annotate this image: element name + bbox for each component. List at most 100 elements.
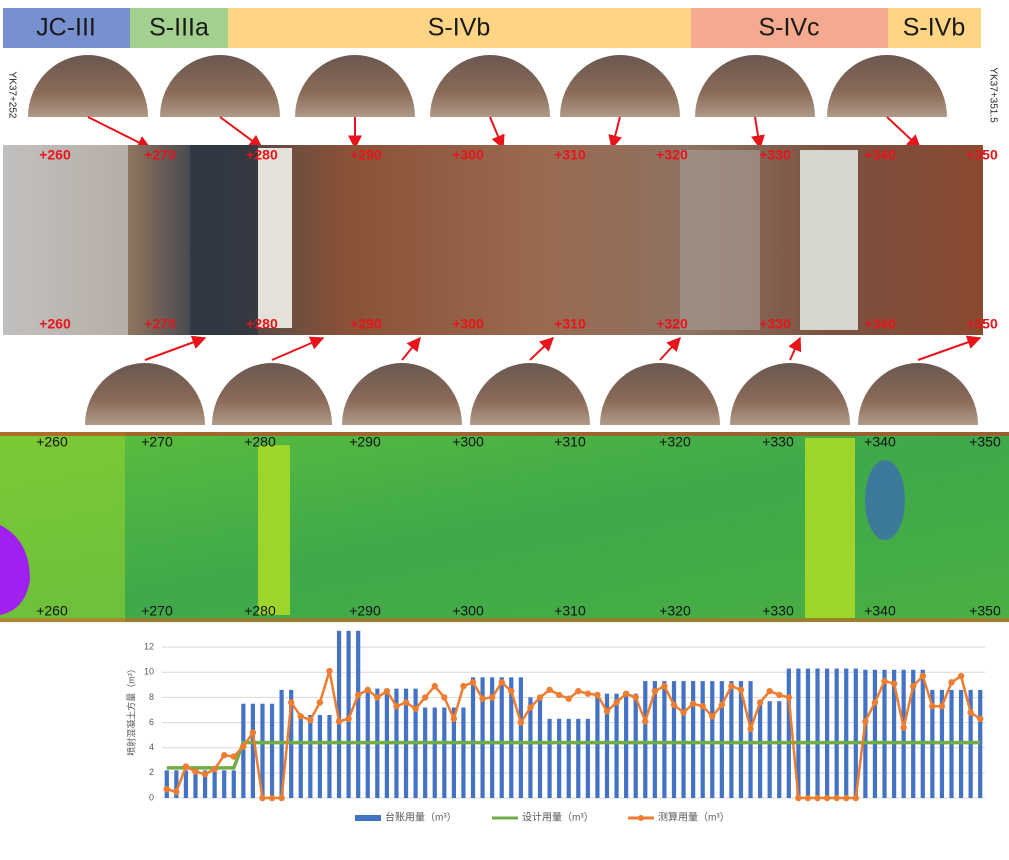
point (221, 752, 228, 759)
face-photo (85, 363, 205, 425)
station-label: +340 (864, 316, 896, 332)
point (498, 679, 505, 686)
point (890, 680, 898, 687)
arrow (271, 336, 325, 361)
station-label: +260 (36, 603, 68, 619)
station-label: +280 (246, 147, 278, 163)
station-label: +330 (762, 434, 794, 450)
point (622, 690, 630, 697)
bar (566, 718, 571, 798)
bar (537, 697, 543, 798)
point (843, 794, 850, 802)
bar (585, 718, 590, 798)
point (249, 729, 257, 736)
bar (710, 681, 715, 798)
point (393, 703, 400, 710)
point (402, 699, 410, 706)
point (594, 691, 601, 699)
y-tick-label: 6 (149, 717, 154, 727)
station-label: +320 (656, 147, 688, 163)
point (546, 686, 553, 694)
bar (786, 668, 791, 798)
point (632, 694, 639, 701)
y-tick-label: 0 (149, 792, 154, 802)
point (278, 794, 285, 802)
bar (490, 677, 495, 798)
point (852, 794, 860, 802)
point (795, 794, 802, 802)
rock-class: S-IIIa (149, 14, 209, 42)
point (804, 794, 812, 802)
y-axis-label: 喷射混凝土方量（m³） (125, 664, 136, 756)
bar (518, 677, 523, 798)
point (766, 687, 773, 695)
point (374, 694, 381, 701)
face-photo (430, 55, 550, 117)
point (814, 794, 821, 802)
point (211, 765, 218, 773)
point (163, 786, 170, 793)
band-segment (228, 8, 691, 48)
bar (805, 668, 811, 798)
legend-label: 设计用量（m³） (522, 811, 594, 824)
point (575, 687, 582, 695)
point (642, 718, 649, 725)
bar (164, 770, 169, 798)
point (201, 770, 209, 778)
band-segment (691, 8, 888, 48)
point (919, 672, 926, 680)
point (479, 695, 486, 702)
bar (576, 718, 581, 798)
panorama-patch (190, 145, 258, 335)
point (785, 694, 793, 701)
point (651, 687, 659, 695)
bar (901, 669, 906, 798)
point (565, 695, 572, 702)
arrow (401, 336, 421, 361)
bar (920, 669, 925, 798)
face-photo (695, 55, 815, 117)
point (584, 690, 592, 697)
point (862, 718, 869, 725)
point (718, 701, 726, 709)
station-label: +310 (554, 147, 586, 163)
point (910, 682, 917, 690)
face-photo (560, 55, 680, 117)
point (307, 716, 314, 724)
legend-label: 测算用量（m³） (658, 811, 730, 824)
station-label: +310 (554, 434, 586, 450)
bar (853, 668, 858, 798)
bar (269, 703, 275, 798)
point (699, 703, 706, 710)
bar (250, 703, 256, 798)
rock-class-band: JC-III S-IIIa S-IVb S-IVc S-IVb (3, 8, 981, 48)
bar (509, 677, 514, 798)
face-photo (470, 363, 590, 425)
bar (202, 770, 208, 798)
station-label: +300 (452, 434, 484, 450)
bar (652, 681, 657, 798)
station-label: +280 (244, 603, 276, 619)
deviation-map (0, 432, 1009, 622)
point (173, 788, 180, 795)
point (421, 694, 429, 701)
face-photo (28, 55, 148, 117)
station-label: +270 (144, 316, 176, 332)
point (316, 699, 324, 706)
point (450, 715, 458, 722)
station-label: +330 (759, 316, 791, 332)
panorama-patch (3, 145, 128, 335)
point (948, 679, 955, 686)
point (957, 672, 965, 680)
bar (834, 668, 839, 798)
bar (748, 681, 753, 798)
arrow (219, 116, 264, 149)
face-photo (342, 363, 462, 425)
bar (891, 669, 897, 798)
bar (480, 677, 485, 798)
point (345, 715, 352, 722)
bar (815, 668, 820, 798)
point (881, 677, 888, 685)
point (689, 700, 697, 707)
bar (719, 681, 724, 798)
